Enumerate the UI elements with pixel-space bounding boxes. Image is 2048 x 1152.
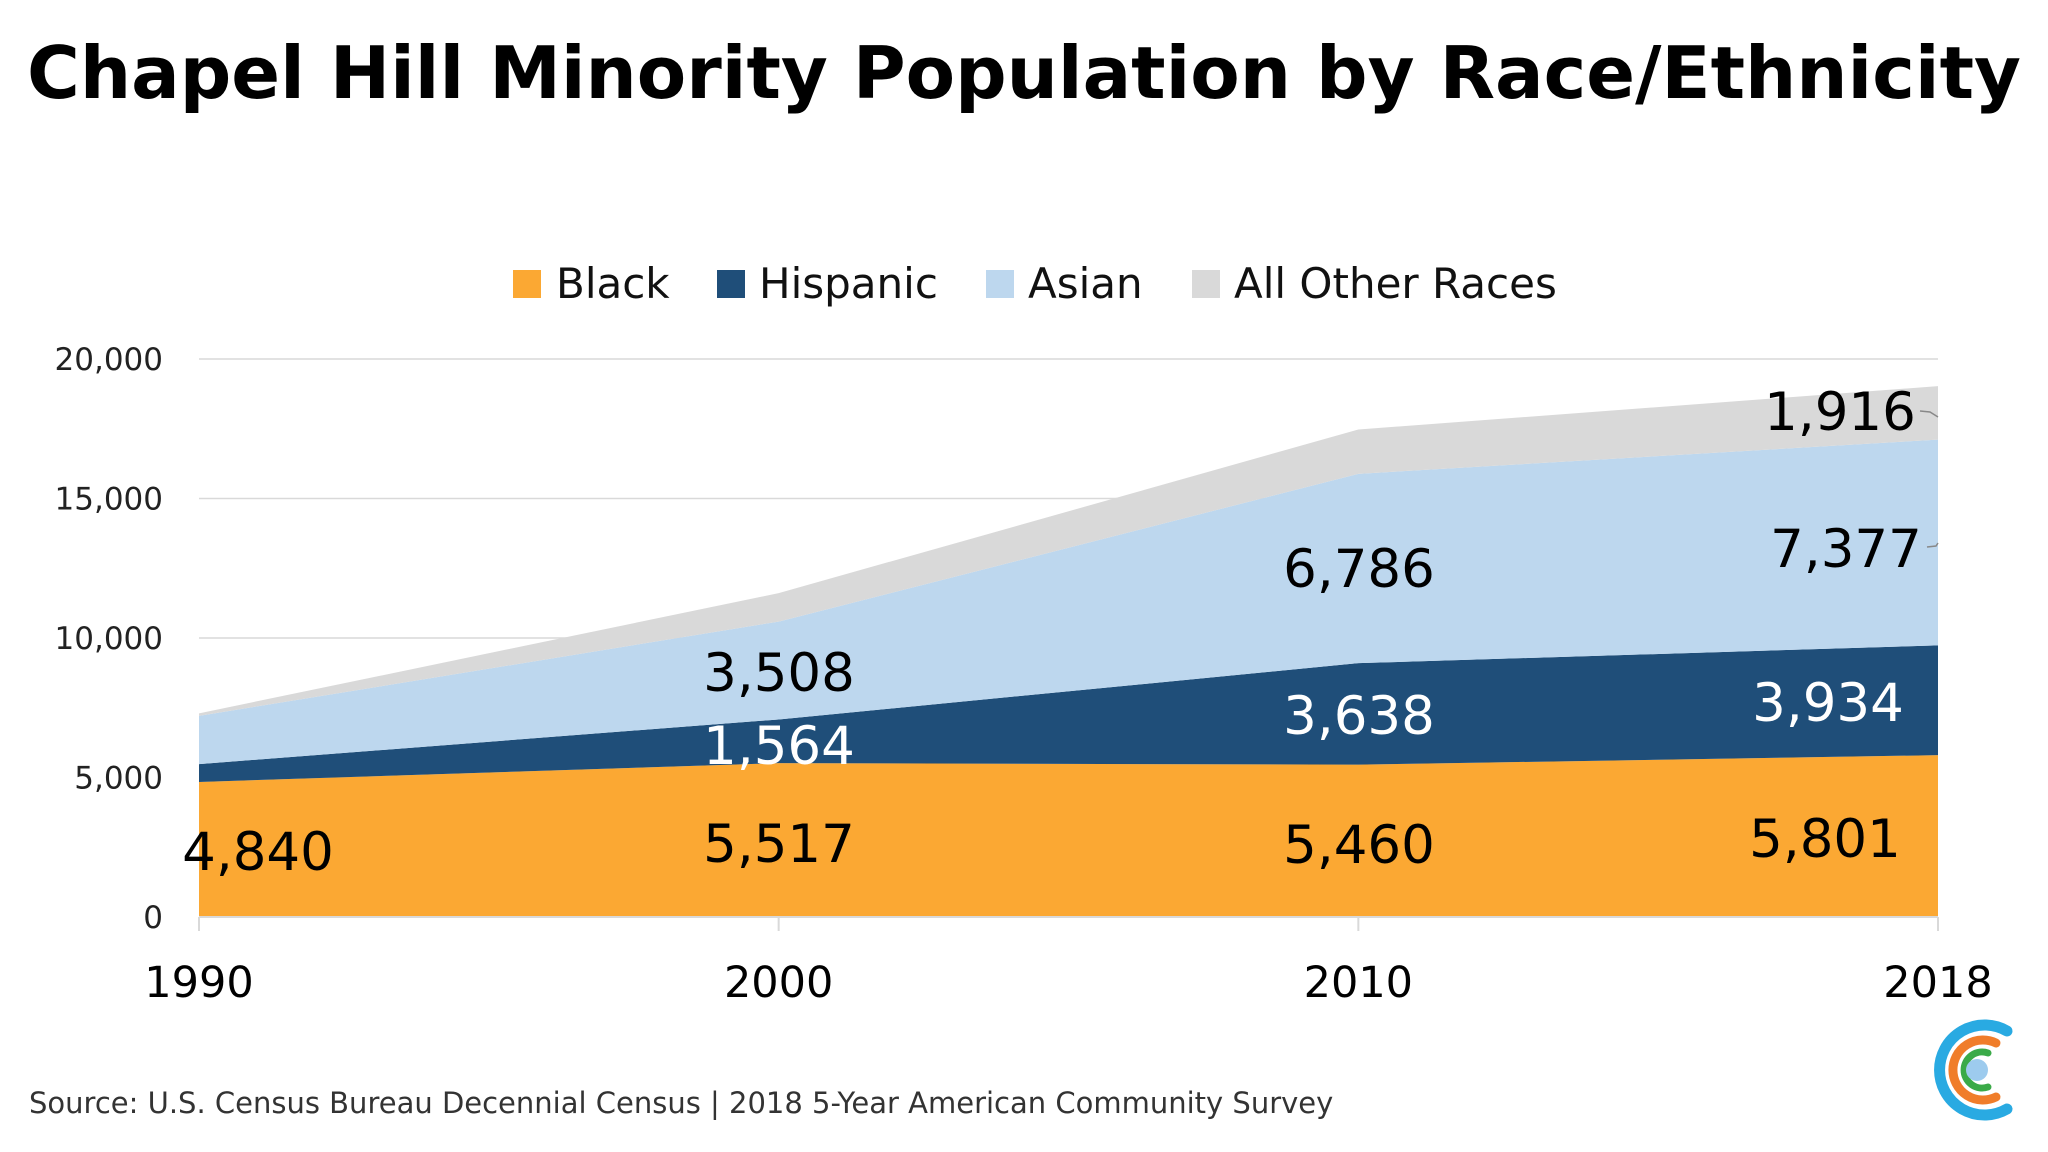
data-label: 3,934: [1752, 673, 1904, 734]
chart-title: Chapel Hill Minority Population by Race/…: [27, 31, 2021, 115]
legend-swatch: [717, 270, 745, 298]
axes: 0 5,000 10,000 15,000 20,000 1990 2000 2010 2018: [55, 342, 1993, 1008]
logo-outer-arc: [1934, 1019, 2013, 1121]
x-tick-label: 2000: [724, 958, 833, 1008]
y-tick-label: 20,000: [55, 342, 163, 378]
legend-label: Asian: [1028, 259, 1143, 308]
data-label: 5,801: [1749, 809, 1901, 870]
area-asian: [199, 439, 1938, 765]
logo-dot: [1966, 1059, 1988, 1081]
data-label: 1,916: [1764, 382, 1916, 443]
data-label: 1,564: [703, 716, 855, 777]
x-tick-label: 2018: [1883, 958, 1992, 1008]
data-label: 7,377: [1770, 519, 1922, 580]
area-hispanic: [199, 645, 1938, 782]
y-tick-label: 10,000: [55, 621, 163, 657]
x-tick-label: 2010: [1304, 958, 1413, 1008]
leader-line: [1926, 542, 1939, 548]
data-label: 5,460: [1283, 815, 1435, 876]
source-note: Source: U.S. Census Bureau Decennial Cen…: [29, 1086, 1333, 1120]
area-all-other-races: [199, 386, 1938, 716]
x-tick-label: 1990: [144, 958, 253, 1008]
data-label: 6,786: [1283, 539, 1435, 600]
logo: [1934, 1019, 2013, 1121]
data-label: 4,840: [182, 822, 334, 883]
y-tick-label: 0: [143, 900, 163, 936]
legend-label: Hispanic: [759, 259, 938, 308]
y-tick-label: 15,000: [55, 482, 163, 518]
logo-middle-arc: [1948, 1035, 2001, 1105]
legend-swatch: [1192, 270, 1220, 298]
legend-swatch: [513, 270, 541, 298]
data-label: 3,638: [1283, 686, 1435, 747]
stacked-areas: [199, 386, 1938, 917]
data-label: 3,508: [703, 643, 855, 704]
leader-line: [1919, 410, 1939, 418]
legend-label: All Other Races: [1234, 259, 1557, 308]
data-label: 5,517: [703, 814, 855, 875]
area-black: [199, 755, 1938, 917]
data-labels: 4,840 5,517 5,460 5,801 1,564 3,638 3,934 3,508…: [182, 382, 1939, 883]
legend: Black Hispanic Asian All Other Races: [513, 259, 1557, 308]
logo-inner-arc: [1960, 1048, 1992, 1092]
y-tick-label: 5,000: [74, 761, 163, 797]
legend-swatch: [986, 270, 1014, 298]
legend-label: Black: [556, 259, 670, 308]
